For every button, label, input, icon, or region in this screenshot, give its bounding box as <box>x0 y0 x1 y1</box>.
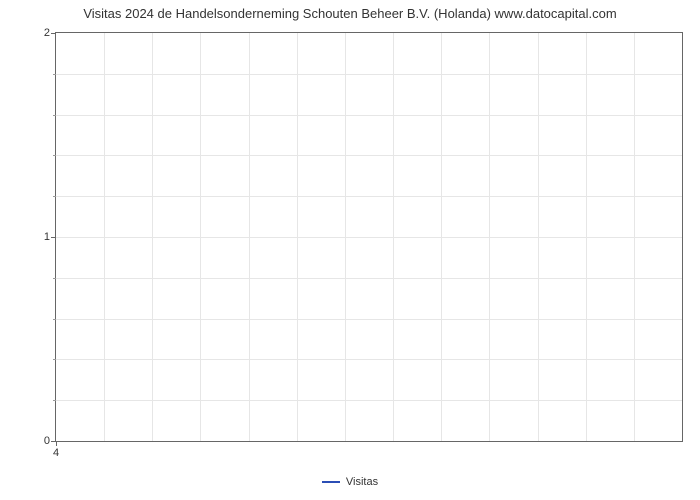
gridline-h <box>56 237 682 238</box>
gridline-h <box>56 400 682 401</box>
gridline-h <box>56 74 682 75</box>
gridline-v <box>200 33 201 441</box>
plot-area: 0124 <box>55 32 683 442</box>
gridline-v <box>152 33 153 441</box>
gridline-v <box>393 33 394 441</box>
legend-label: Visitas <box>346 476 378 488</box>
y-tick-minor <box>53 155 56 156</box>
y-tick-minor <box>53 115 56 116</box>
y-tick-mark <box>51 237 56 238</box>
y-tick-minor <box>53 278 56 279</box>
y-tick-minor <box>53 400 56 401</box>
y-tick-minor <box>53 196 56 197</box>
gridline-h <box>56 278 682 279</box>
gridline-h <box>56 115 682 116</box>
gridline-v <box>489 33 490 441</box>
gridline-h <box>56 359 682 360</box>
chart-title: Visitas 2024 de Handelsonderneming Schou… <box>0 6 700 21</box>
gridline-v <box>249 33 250 441</box>
gridline-v <box>441 33 442 441</box>
gridline-v <box>297 33 298 441</box>
gridline-v <box>634 33 635 441</box>
gridline-h <box>56 196 682 197</box>
y-tick-minor <box>53 74 56 75</box>
gridline-v <box>104 33 105 441</box>
gridline-v <box>345 33 346 441</box>
gridline-v <box>538 33 539 441</box>
gridline-h <box>56 319 682 320</box>
y-tick-minor <box>53 319 56 320</box>
y-tick-minor <box>53 359 56 360</box>
legend-swatch <box>322 481 340 483</box>
y-tick-mark <box>51 33 56 34</box>
gridline-v <box>586 33 587 441</box>
legend: Visitas <box>0 476 700 488</box>
gridline-h <box>56 155 682 156</box>
x-tick-mark <box>56 441 57 446</box>
